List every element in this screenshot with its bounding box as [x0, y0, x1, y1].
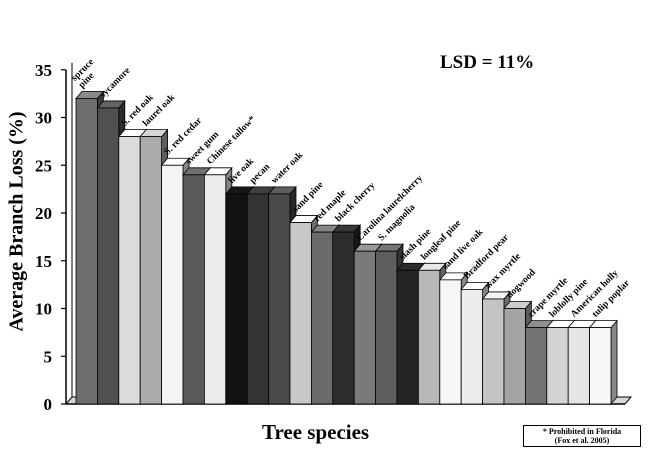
- bar-tulip-poplar: [588, 319, 618, 406]
- y-tick-label: 5: [44, 347, 53, 366]
- bar-front: [332, 231, 355, 405]
- bar-front: [139, 136, 162, 405]
- y-axis-title: Average Branch Loss (%): [5, 111, 28, 332]
- bar-front: [118, 136, 141, 405]
- bar-front: [417, 269, 441, 405]
- footnote-line-1: * Prohibited in Florida: [542, 427, 622, 436]
- y-tick-label: 15: [35, 252, 52, 271]
- bar-front: [503, 308, 526, 405]
- y-tick-label: 30: [35, 109, 52, 128]
- category-label-line: water oak: [270, 150, 306, 186]
- bar-front: [97, 107, 120, 405]
- category-label: sprucepine: [70, 57, 103, 90]
- bar-front: [396, 269, 419, 405]
- bar-front: [439, 279, 462, 405]
- bar-front: [289, 222, 312, 405]
- category-label-line: dogwood: [505, 267, 538, 300]
- category-label: water oak: [270, 150, 306, 186]
- bar-front: [353, 250, 377, 405]
- category-label-line: sycamore: [98, 66, 132, 100]
- lsd-annotation: LSD = 11%: [440, 52, 535, 73]
- bar-front: [225, 193, 248, 405]
- y-tick-label: 35: [35, 61, 52, 80]
- y-tick-label: 20: [35, 204, 52, 223]
- y-tick-label: 0: [44, 395, 53, 414]
- chart-bars: [75, 90, 618, 406]
- bar-front: [310, 231, 334, 405]
- bar-front: [589, 327, 612, 405]
- bar-front: [203, 174, 227, 405]
- bar-front: [482, 298, 505, 405]
- bar-front: [567, 327, 591, 405]
- y-tick-label: 25: [35, 156, 52, 175]
- bar-front: [75, 98, 98, 405]
- bar-front: [546, 327, 569, 405]
- bar-front: [375, 250, 398, 405]
- category-label: sycamore: [98, 66, 132, 100]
- x-axis-title: Tree species: [262, 420, 370, 444]
- bar-front: [246, 193, 269, 405]
- y-tick-label: 10: [35, 300, 52, 319]
- bar-front: [525, 327, 548, 405]
- footnote-box: * Prohibited in Florida (Fox et al. 2005…: [523, 425, 641, 447]
- bar-front: [268, 193, 291, 405]
- bar-front: [460, 288, 484, 405]
- bar-front: [182, 174, 205, 405]
- category-label: dogwood: [505, 267, 538, 300]
- bar-side: [610, 319, 618, 406]
- footnote-line-2: (Fox et al. 2005): [554, 436, 610, 445]
- bar-front: [161, 164, 184, 405]
